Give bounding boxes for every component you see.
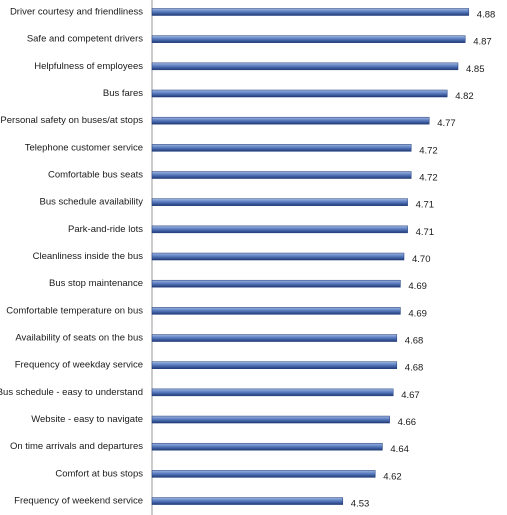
bar: [151, 8, 470, 16]
category-label: Frequency of weekday service: [15, 360, 143, 371]
value-label: 4.72: [419, 145, 438, 156]
category-label: Bus fares: [103, 88, 143, 99]
category-label: Bus schedule availability: [39, 197, 143, 208]
category-label: Cleanliness inside the bus: [33, 251, 144, 262]
bar: [151, 307, 401, 315]
value-label: 4.77: [437, 118, 456, 129]
category-label: On time arrivals and departures: [10, 441, 143, 452]
value-label: 4.69: [408, 281, 427, 292]
category-label: Availability of seats on the bus: [15, 333, 143, 344]
value-label: 4.71: [416, 227, 435, 238]
bar: [151, 198, 408, 206]
bar: [151, 415, 390, 424]
category-label: Comfort at bus stops: [55, 468, 143, 479]
category-label: Comfortable bus seats: [48, 170, 143, 181]
bar: [151, 116, 430, 125]
category-label: Bus schedule - easy to understand: [0, 387, 143, 398]
category-label: Website - easy to navigate: [31, 414, 143, 425]
bar: [151, 35, 466, 43]
bar: [151, 252, 405, 261]
category-label: Telephone customer service: [25, 142, 143, 153]
bar: [151, 279, 401, 288]
bar: [151, 89, 448, 98]
value-label: 4.67: [401, 390, 420, 401]
bar: [151, 388, 394, 397]
value-label: 4.68: [405, 336, 424, 347]
value-label: 4.66: [398, 417, 417, 428]
category-label: Frequency of weekend service: [14, 496, 143, 507]
value-label: 4.62: [383, 471, 402, 482]
bar: [151, 442, 383, 451]
value-label: 4.69: [408, 308, 427, 319]
bar: [151, 62, 459, 71]
value-label: 4.70: [412, 254, 431, 265]
category-label: Comfortable temperature on bus: [6, 305, 143, 316]
category-label: Helpfulness of employees: [34, 61, 143, 72]
value-label: 4.71: [416, 200, 435, 211]
category-label: Driver courtesy and friendliness: [10, 7, 143, 18]
bar: [151, 225, 408, 234]
category-label: Safe and competent drivers: [27, 34, 143, 45]
category-label: Park-and-ride lots: [68, 224, 143, 235]
value-label: 4.68: [405, 363, 424, 374]
bar: [151, 470, 376, 478]
bar: [151, 144, 412, 152]
value-label: 4.53: [351, 499, 370, 510]
value-label: 4.82: [455, 91, 474, 102]
category-label: Bus stop maintenance: [49, 278, 143, 289]
value-label: 4.88: [477, 10, 496, 21]
bar: [151, 497, 344, 505]
value-label: 4.72: [419, 173, 438, 184]
bar: [151, 171, 412, 179]
category-label: Personal safety on buses/at stops: [0, 115, 143, 126]
value-label: 4.85: [466, 64, 485, 75]
bar: [151, 361, 398, 369]
value-label: 4.87: [473, 37, 492, 48]
bar: [151, 334, 398, 342]
value-label: 4.64: [390, 444, 409, 455]
